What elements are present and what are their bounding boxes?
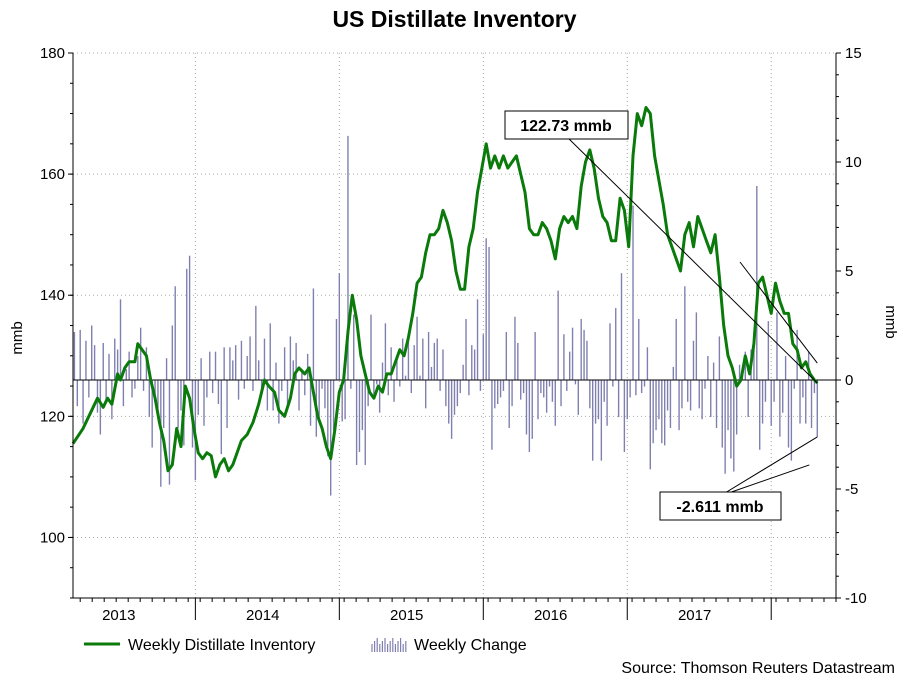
x-tick-label: 2016	[534, 607, 567, 624]
callout-leader-change	[719, 436, 818, 497]
right-tick-label: -10	[845, 590, 867, 607]
callout-leader-inventory-2	[739, 261, 818, 364]
callout-box-change	[659, 491, 782, 521]
x-tick-label: 2017	[678, 607, 711, 624]
y-axis-left-title: mmb	[9, 321, 26, 354]
callout-label-change: -2.611 mmb	[676, 499, 763, 516]
right-tick-label: 5	[845, 263, 853, 280]
source-note: Source: Thomson Reuters Datastream	[621, 660, 895, 677]
legend-label-inventory: Weekly Distillate Inventory	[128, 637, 315, 654]
x-tick-label: 2015	[390, 607, 423, 624]
right-tick-label: 0	[845, 372, 853, 389]
x-tick-label: 2013	[102, 607, 135, 624]
legend-label-weekly-change: Weekly Change	[414, 637, 527, 654]
x-tick-label: 2014	[246, 607, 279, 624]
chart-title: US Distillate Inventory	[332, 6, 577, 32]
callout-leader-change-2	[719, 464, 810, 497]
callout-leader-inventory	[565, 135, 818, 384]
inventory-line-layer	[71, 106, 819, 479]
right-tick-label: 15	[845, 45, 862, 62]
annotations: 122.73 mmb -2.611 mmb	[504, 110, 818, 521]
left-tick-label: 160	[40, 166, 65, 183]
legend: Weekly Distillate Inventory Weekly Chang…	[84, 637, 527, 654]
right-tick-label: -5	[845, 481, 858, 498]
left-tick-label: 120	[40, 408, 65, 425]
inventory-line	[71, 106, 819, 479]
legend-bar-swatch	[371, 638, 407, 652]
right-tick-label: 10	[845, 154, 862, 171]
weekly-change-bars	[73, 135, 818, 496]
y-axis-right-title: mmb	[882, 305, 899, 338]
callout-box-inventory	[504, 110, 629, 140]
left-tick-label: 180	[40, 45, 65, 62]
left-tick-label: 140	[40, 287, 65, 304]
axis-ticks: 100 120 140 160 180 -10 -5 0 5 10 15 2013 2014 2015 20…	[40, 45, 867, 624]
left-tick-label: 100	[40, 529, 65, 546]
callout-label-inventory: 122.73 mmb	[520, 118, 612, 135]
